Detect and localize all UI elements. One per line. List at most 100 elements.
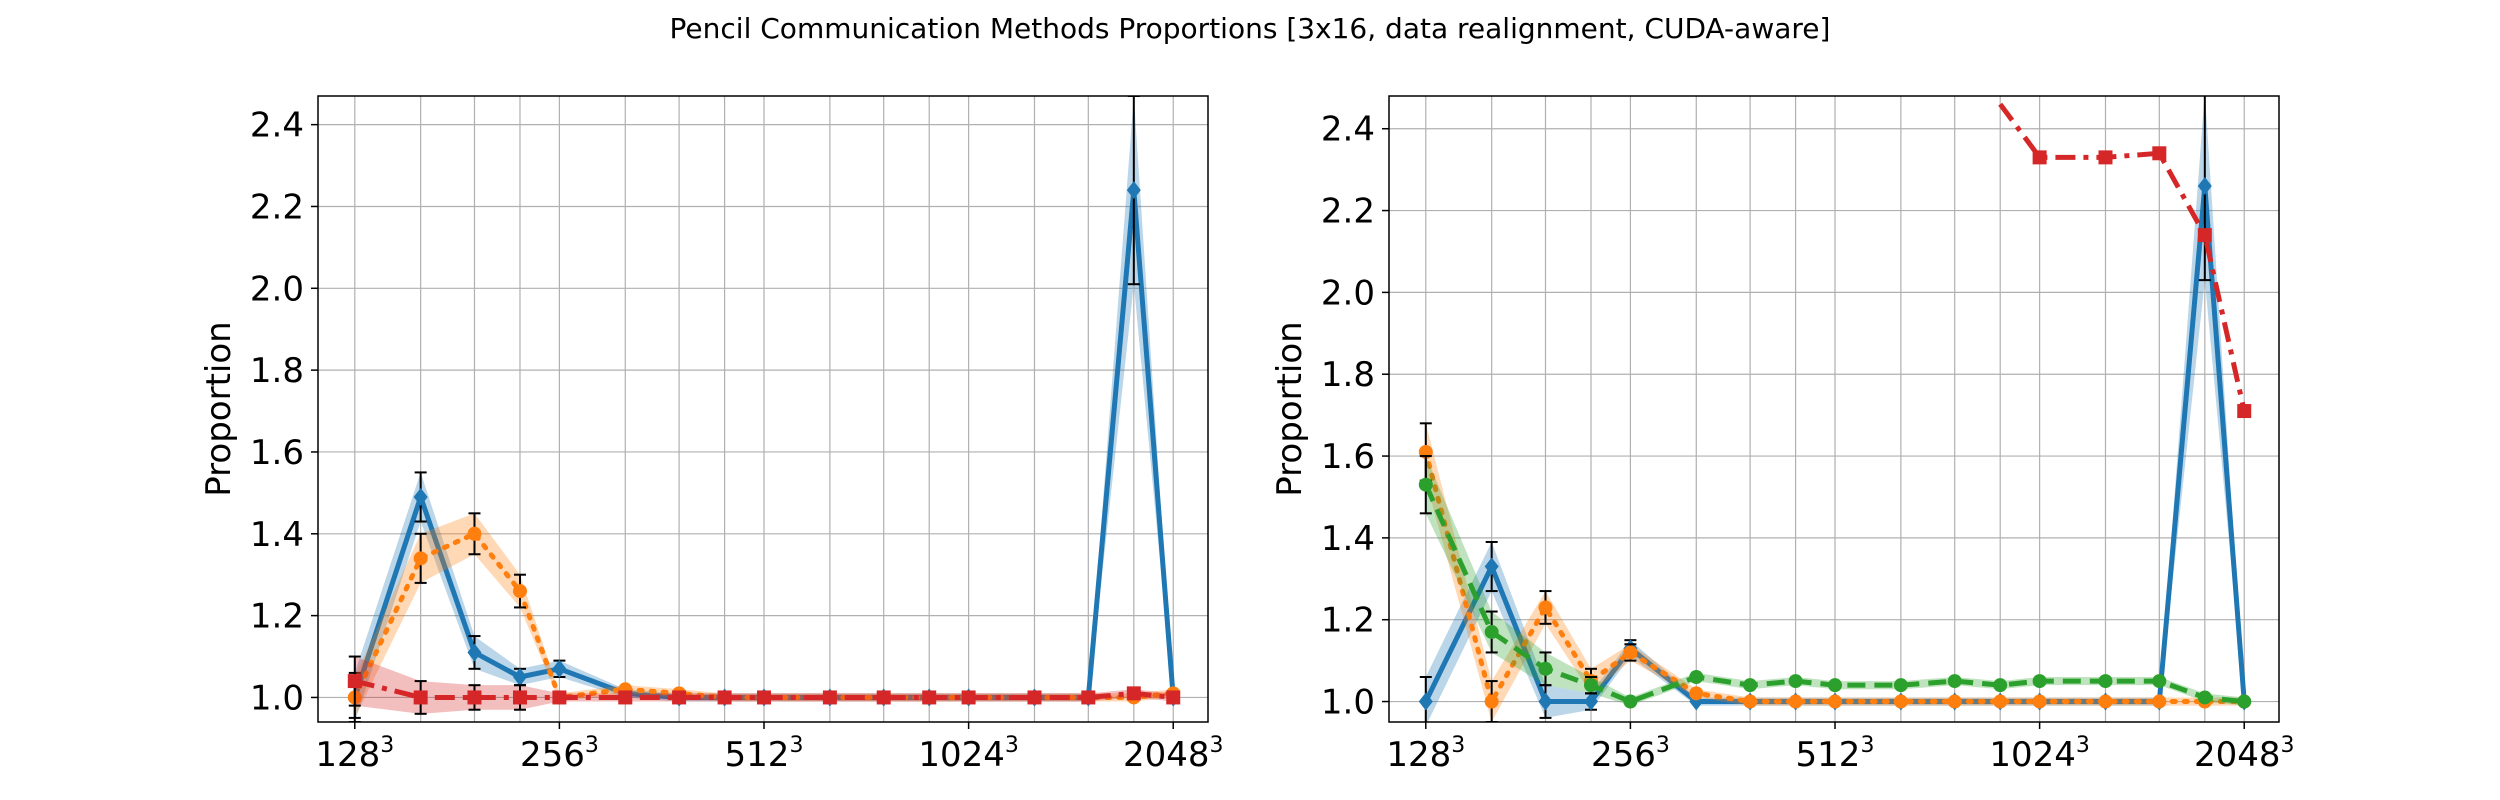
data-point [2237,694,2252,709]
data-point [1538,692,1553,711]
x-tick-label: 1283 [315,733,394,775]
data-point [2098,694,2113,709]
x-tick-label: 20483 [1123,733,1224,775]
data-point [1027,690,1042,705]
plot-area [1418,96,2252,722]
data-point [2152,674,2167,689]
y-tick-label: 1.8 [1321,355,1375,395]
data-point [1623,645,1638,660]
data-point [2237,404,2252,419]
data-point [2098,150,2113,165]
data-point [1689,686,1704,701]
data-point [512,667,527,686]
series-red [1998,102,2252,419]
y-tick-label: 1.2 [250,597,304,637]
x-tick-label: 2563 [1591,733,1670,775]
plot-frame [317,95,1209,723]
data-point [552,690,567,705]
data-point [2197,690,2212,705]
y-tick-label: 2.2 [250,187,304,227]
y-tick-label: 1.4 [1321,519,1375,559]
y-tick-label: 1.0 [1321,683,1375,723]
x-axis: 1283 2563 5123 10243 20483 [315,722,1223,775]
data-point [2032,150,2047,165]
x-tick-label: 5123 [725,733,804,775]
y-tick-label: 2.4 [250,106,304,146]
x-tick-label: 2563 [520,733,599,775]
data-point [467,526,482,541]
data-point [1993,694,2008,709]
data-point [512,690,527,705]
data-point [467,690,482,705]
data-point [1126,686,1141,701]
y-axis: 1.0 1.2 1.4 1.6 1.8 2.0 2.2 2.4 [250,106,318,718]
data-point [618,690,633,705]
data-point [2197,228,2212,243]
data-point [2197,177,2212,196]
data-point [822,690,837,705]
data-point [347,674,362,689]
data-point [961,690,976,705]
data-point [413,690,428,705]
data-point [1623,694,1638,709]
data-point [552,659,567,678]
y-tick-label: 1.8 [250,351,304,391]
data-point [1081,690,1096,705]
plot-area [347,96,1181,722]
data-point [2098,674,2113,689]
chart-left: 1.0 1.2 1.4 1.6 1.8 2.0 2.2 2.4 1283 2563 5123 1024… [199,95,1223,775]
data-point [2032,674,2047,689]
y-axis-label: Proportion [199,321,239,496]
data-point [1828,678,1843,693]
data-point [1418,692,1433,711]
data-point [413,551,428,566]
data-point [1828,694,1843,709]
x-tick-label: 1283 [1386,733,1465,775]
data-point [1484,557,1499,576]
data-point [1126,181,1141,200]
y-tick-label: 2.0 [250,269,304,309]
data-point [1538,600,1553,615]
data-point [1583,692,1598,711]
series-red [347,655,1181,715]
data-point [717,690,732,705]
grid [318,96,1208,722]
y-axis-label: Proportion [1270,321,1310,496]
data-point [876,690,891,705]
y-tick-label: 1.0 [250,678,304,718]
data-point [1893,694,1908,709]
data-point [1743,694,1758,709]
data-point [1538,661,1553,676]
data-point [1788,674,1803,689]
data-point [1947,694,1962,709]
plot-frame [1388,95,2280,723]
data-point [1993,678,2008,693]
data-point [2152,694,2167,709]
series-line [1998,102,2247,412]
data-point [1743,678,1758,693]
x-tick-label: 20483 [2194,733,2295,775]
data-point [1484,624,1499,639]
x-tick-label: 5123 [1796,733,1875,775]
data-point [2152,146,2167,161]
y-tick-label: 2.4 [1321,110,1375,150]
series-green [1418,455,2252,709]
data-point [1166,690,1181,705]
data-point [2032,694,2047,709]
y-tick-label: 1.6 [1321,437,1375,477]
figure-title: Pencil Communication Methods Proportions… [669,12,1831,45]
data-point [1947,674,1962,689]
data-point [672,690,687,705]
y-axis: 1.0 1.2 1.4 1.6 1.8 2.0 2.2 2.4 [1321,110,1389,723]
data-point [757,690,772,705]
data-point [467,643,482,662]
data-point [922,690,937,705]
y-tick-label: 1.6 [250,433,304,473]
data-point [413,487,428,506]
data-point [1583,678,1598,693]
y-tick-label: 2.0 [1321,273,1375,313]
data-point [1689,669,1704,684]
x-tick-label: 10243 [1989,733,2090,775]
y-tick-label: 1.2 [1321,601,1375,641]
